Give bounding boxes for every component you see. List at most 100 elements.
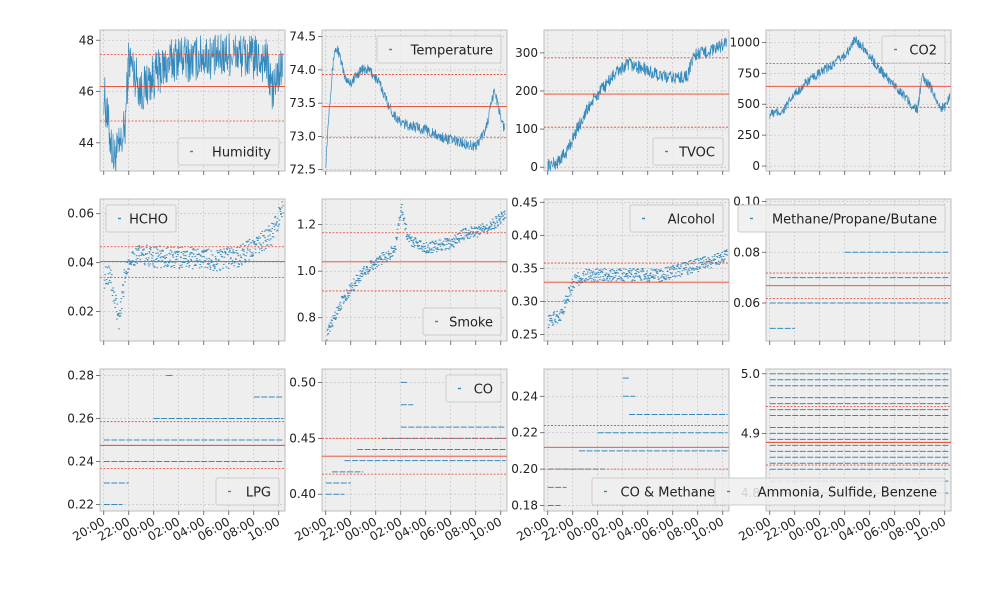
subplot-tvoc: 0 100 200 300 TVOC [515, 29, 730, 175]
y-tick-label: 0.40 [511, 228, 538, 242]
legend: TVOC [652, 137, 724, 166]
y-tick-label: 300 [515, 46, 538, 60]
y-tick-label: 0.20 [511, 462, 538, 476]
y-tick-label: 1.0 [297, 264, 316, 278]
legend: LPG [215, 477, 280, 506]
legend-label: CO [474, 383, 493, 398]
legend-label: Humidity [212, 146, 271, 161]
y-tick-label: 48 [79, 33, 94, 47]
series-humidity [103, 33, 283, 171]
y-tick-label: 1.2 [297, 218, 316, 232]
y-tick-label: 1000 [729, 35, 760, 49]
legend-label: Methane/Propane/Butane [772, 213, 937, 228]
subplot-co: 0.400.450.50CO20:0022:0000:0002:0004:000… [289, 368, 508, 544]
subplot-co2: 0 250 500 750 1000 CO2 [729, 29, 952, 175]
y-tick-label: 0.45 [511, 195, 538, 209]
legend: Humidity [177, 137, 280, 166]
series-lpg [103, 374, 284, 506]
series-smoke [326, 203, 507, 341]
legend-box [376, 35, 502, 64]
series-temperature [325, 45, 505, 169]
subplot-temperature: 72.5 73.0 73.5 74.0 74.5 Temperature [289, 29, 508, 177]
y-tick-label: 500 [737, 97, 760, 111]
y-tick-label: 4.9 [741, 426, 760, 440]
series-alcohol [547, 249, 729, 329]
legend-label: Ammonia, Sulfide, Benzene [758, 486, 937, 501]
series-line [325, 45, 505, 169]
y-tick-label: 0.25 [511, 327, 538, 341]
legend: Alcohol [629, 204, 724, 233]
y-tick-label: 0.04 [67, 256, 94, 270]
subplot-hcho: 0.02 0.04 0.06 HCHO [67, 198, 286, 345]
y-tick-label: 0.26 [67, 411, 94, 425]
legend: Ammonia, Sulfide, Benzene [714, 477, 946, 506]
legend: HCHO [105, 204, 177, 233]
y-tick-label: 0.40 [289, 487, 316, 501]
series-co2 [769, 35, 951, 119]
legend-box [445, 374, 502, 403]
series-hcho [103, 201, 285, 330]
plot-area [321, 368, 508, 512]
legend-label: TVOC [678, 146, 715, 161]
y-tick-label: 0.06 [67, 207, 94, 221]
y-tick-label: 0.06 [733, 296, 760, 310]
y-tick-label: 100 [515, 122, 538, 136]
legend-box [105, 204, 177, 233]
legend: CO [445, 374, 502, 403]
y-tick-label: 0.50 [289, 375, 316, 389]
y-tick-label: 73.5 [289, 96, 316, 110]
legend-box [714, 477, 946, 506]
series-methane-propane-butane [769, 251, 950, 329]
legend-label: CO2 [909, 44, 937, 59]
y-tick-label: 46 [79, 85, 94, 99]
legend-box [629, 204, 724, 233]
y-tick-label: 0.45 [289, 431, 316, 445]
y-tick-label: 750 [737, 66, 760, 80]
y-tick-label: 74.5 [289, 30, 316, 44]
legend: Smoke [422, 307, 502, 336]
series-line [103, 33, 283, 171]
y-tick-label: 0.02 [67, 305, 94, 319]
y-tick-label: 0 [530, 160, 538, 174]
y-tick-label: 0.28 [67, 368, 94, 382]
legend-box [881, 35, 946, 64]
legend-label: Temperature [410, 44, 493, 59]
series-line [769, 35, 951, 119]
y-tick-label: 0.22 [511, 426, 538, 440]
subplot-alcohol: 0.25 0.30 0.35 0.40 0.45 Alcohol [511, 195, 730, 345]
y-tick-label: 0.8 [297, 311, 316, 325]
legend-box [737, 204, 946, 233]
series-tvoc [547, 37, 727, 171]
y-tick-label: 0.22 [67, 498, 94, 512]
legend-label: LPG [246, 486, 271, 501]
legend-label: Smoke [449, 316, 493, 331]
subplot-smoke: 0.8 1.0 1.2 Smoke [297, 198, 508, 345]
y-tick-label: 0.35 [511, 261, 538, 275]
legend-box [652, 137, 724, 166]
legend: Temperature [376, 35, 502, 64]
y-tick-label: 0.30 [511, 294, 538, 308]
y-tick-label: 0.08 [733, 245, 760, 259]
legend-label: Alcohol [668, 213, 715, 228]
legend: CO2 [881, 35, 946, 64]
legend: CO & Methane [591, 477, 724, 506]
y-tick-label: 0.24 [67, 455, 94, 469]
legend-box [177, 137, 280, 166]
y-tick-label: 73.0 [289, 129, 316, 143]
legend-label: HCHO [129, 213, 168, 228]
y-tick-label: 5.0 [741, 367, 760, 381]
y-tick-label: 200 [515, 84, 538, 98]
series-line [547, 37, 727, 171]
legend-label: CO & Methane [621, 486, 715, 501]
y-tick-label: 44 [79, 136, 94, 150]
y-tick-label: 0.18 [511, 499, 538, 513]
legend-box [422, 307, 502, 336]
y-tick-label: 250 [737, 128, 760, 142]
y-tick-label: 74.0 [289, 63, 316, 77]
subplot-humidity: 44 46 48 Humidity [79, 29, 286, 175]
y-tick-label: 0.24 [511, 389, 538, 403]
